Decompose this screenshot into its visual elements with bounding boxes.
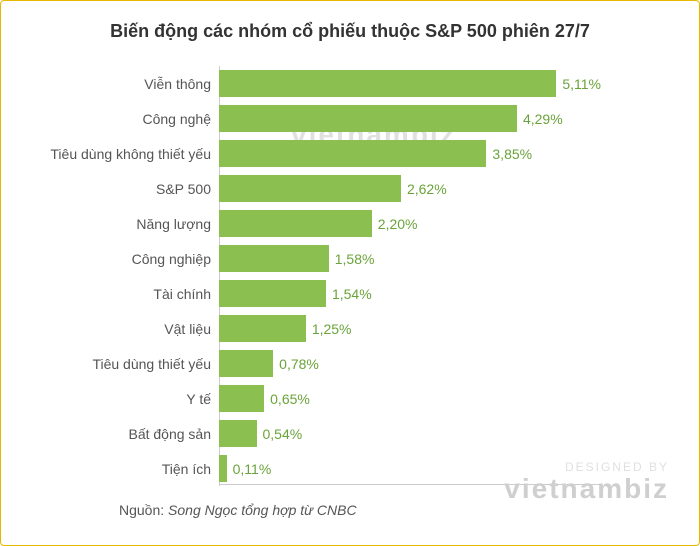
category-label: Tiêu dùng thiết yếu	[19, 356, 211, 372]
bar-wrap: 3,85%	[219, 136, 601, 171]
bar-row: Tiêu dùng không thiết yếu3,85%	[219, 136, 601, 171]
bar-wrap: 1,54%	[219, 276, 601, 311]
bar-row: Bất động sản0,54%	[219, 416, 601, 451]
value-label: 3,85%	[492, 146, 532, 162]
bar	[219, 385, 264, 412]
bar-wrap: 5,11%	[219, 66, 601, 101]
value-label: 0,78%	[279, 356, 319, 372]
value-label: 0,11%	[233, 461, 272, 477]
category-label: Tiện ích	[19, 461, 211, 477]
category-label: Y tế	[19, 391, 211, 407]
bar	[219, 350, 273, 377]
category-label: Năng lượng	[19, 216, 211, 232]
chart-area: Viễn thông5,11%Công nghệ4,29%Tiêu dùng k…	[19, 66, 681, 486]
category-label: Vật liệu	[19, 321, 211, 337]
category-label: S&P 500	[19, 181, 211, 197]
value-label: 0,54%	[263, 426, 303, 442]
bar-row: Tài chính1,54%	[219, 276, 601, 311]
bar-row: Y tế0,65%	[219, 381, 601, 416]
x-axis-line	[219, 484, 601, 485]
value-label: 2,20%	[378, 216, 418, 232]
bar-wrap: 0,54%	[219, 416, 601, 451]
bar-wrap: 0,11%	[219, 451, 601, 486]
category-label: Tiêu dùng không thiết yếu	[19, 146, 211, 162]
value-label: 1,58%	[335, 251, 375, 267]
bar-row: Tiêu dùng thiết yếu0,78%	[219, 346, 601, 381]
category-label: Bất động sản	[19, 426, 211, 442]
bar	[219, 210, 372, 237]
chart-container: Biến động các nhóm cổ phiếu thuộc S&P 50…	[0, 0, 700, 546]
chart-title: Biến động các nhóm cổ phiếu thuộc S&P 50…	[19, 21, 681, 42]
bar-row: Công nghệ4,29%	[219, 101, 601, 136]
bar-row: Viễn thông5,11%	[219, 66, 601, 101]
source-prefix: Nguồn:	[119, 502, 168, 518]
bar	[219, 420, 257, 447]
value-label: 1,54%	[332, 286, 372, 302]
bar-wrap: 1,25%	[219, 311, 601, 346]
bar-wrap: 4,29%	[219, 101, 601, 136]
value-label: 0,65%	[270, 391, 310, 407]
bar	[219, 315, 306, 342]
bar	[219, 70, 556, 97]
category-label: Công nghệ	[19, 111, 211, 127]
bar-wrap: 2,20%	[219, 206, 601, 241]
bar	[219, 455, 227, 482]
category-label: Tài chính	[19, 286, 211, 302]
bar	[219, 140, 486, 167]
bar	[219, 245, 329, 272]
bar	[219, 280, 326, 307]
value-label: 4,29%	[523, 111, 563, 127]
bar-row: S&P 5002,62%	[219, 171, 601, 206]
bar-row: Năng lượng2,20%	[219, 206, 601, 241]
bar-row: Vật liệu1,25%	[219, 311, 601, 346]
bar	[219, 105, 517, 132]
category-label: Công nghiệp	[19, 251, 211, 267]
value-label: 1,25%	[312, 321, 352, 337]
bar-wrap: 1,58%	[219, 241, 601, 276]
source-row: Nguồn: Song Ngọc tổng hợp từ CNBC	[19, 502, 681, 518]
bar-row: Tiện ích0,11%	[219, 451, 601, 486]
bar	[219, 175, 401, 202]
bar-row: Công nghiệp1,58%	[219, 241, 601, 276]
category-label: Viễn thông	[19, 76, 211, 92]
value-label: 5,11%	[562, 76, 601, 92]
bar-wrap: 0,65%	[219, 381, 601, 416]
bar-wrap: 2,62%	[219, 171, 601, 206]
bar-wrap: 0,78%	[219, 346, 601, 381]
source-text: Song Ngọc tổng hợp từ CNBC	[168, 502, 357, 518]
value-label: 2,62%	[407, 181, 447, 197]
